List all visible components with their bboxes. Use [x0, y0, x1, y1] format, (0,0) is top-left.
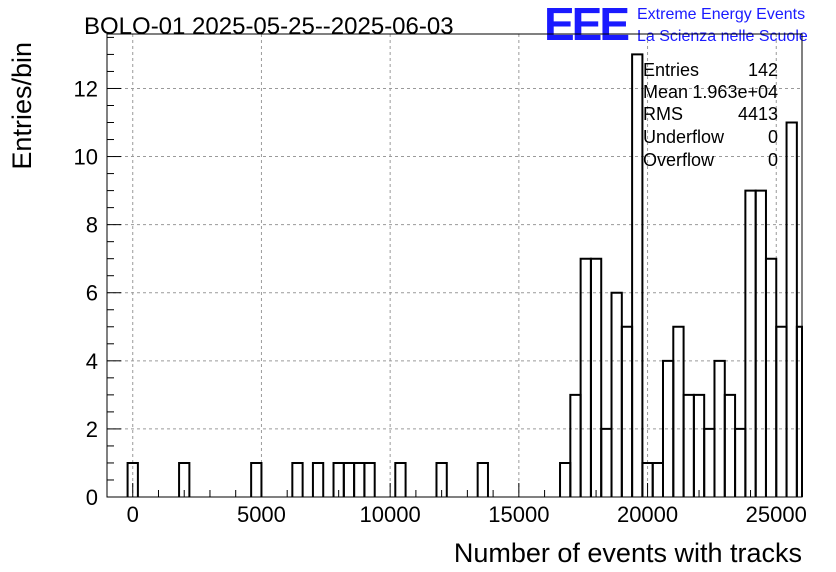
- histogram-bin: [785, 121, 798, 497]
- stats-mean-label: Mean: [643, 82, 688, 102]
- stats-box: Entries 142 Mean 1.963e+04 RMS 4413 Unde…: [643, 60, 778, 170]
- x-tick-label: 10000: [360, 502, 421, 527]
- y-tick-label: 2: [86, 417, 98, 442]
- histogram-bin: [754, 189, 767, 497]
- histogram-bin: [775, 325, 788, 497]
- histogram-bin: [744, 189, 757, 497]
- plot-frame: [106, 33, 803, 498]
- histogram-bin: [795, 325, 803, 497]
- brand-line-2: La Scienza nelle Scuole: [637, 28, 808, 45]
- histogram-bin: [631, 53, 644, 497]
- stats-underflow-label: Underflow: [643, 127, 725, 147]
- stats-overflow-label: Overflow: [643, 150, 715, 170]
- y-tick-label: 10: [74, 145, 98, 170]
- stats-rms-label: RMS: [643, 104, 683, 124]
- grid-lines: [107, 34, 802, 497]
- histogram-bin: [311, 461, 325, 497]
- y-tick-label: 12: [74, 76, 98, 101]
- histogram-bin: [600, 427, 613, 497]
- histogram-bin: [435, 461, 448, 497]
- x-tick-label: 15000: [488, 502, 549, 527]
- histogram-bin: [620, 325, 634, 497]
- histogram-bin: [579, 257, 592, 497]
- histogram-bin: [363, 461, 376, 497]
- histogram-bin: [703, 427, 716, 497]
- histogram-bin: [672, 325, 685, 497]
- histogram-bin: [126, 461, 139, 497]
- histogram-bin: [291, 461, 304, 497]
- y-tick-label: 8: [86, 213, 98, 238]
- histogram-bin: [342, 461, 356, 497]
- y-axis-label: Entries/bin: [7, 42, 37, 170]
- x-tick-label: 0: [127, 502, 139, 527]
- histogram-bin: [692, 393, 706, 497]
- x-axis-label: Number of events with tracks: [454, 538, 802, 568]
- stats-overflow-value: 0: [768, 150, 778, 170]
- stats-rms-value: 4413: [738, 104, 778, 124]
- histogram-bin: [476, 461, 489, 497]
- eee-logo: EEE: [544, 0, 628, 50]
- tick-labels: 0 5000 10000 15000 20000 25000 0 2 4 6 8 10 12: [74, 76, 807, 527]
- histogram-bin: [250, 461, 263, 497]
- y-tick-label: 0: [86, 485, 98, 510]
- histogram-bin: [178, 461, 191, 497]
- histogram-bin: [589, 257, 603, 497]
- y-tick-label: 4: [86, 349, 98, 374]
- histogram-bin: [682, 393, 695, 497]
- histogram-bin: [651, 461, 664, 497]
- histogram-bin: [723, 393, 737, 497]
- histogram-bars: [126, 53, 803, 497]
- chart-title: BOLO-01 2025-05-25--2025-06-03: [84, 13, 454, 40]
- x-tick-label: 25000: [746, 502, 807, 527]
- stats-entries-label: Entries: [643, 60, 699, 80]
- x-tick-label: 5000: [237, 502, 286, 527]
- histogram-bin: [559, 461, 572, 497]
- x-tick-label: 20000: [617, 502, 678, 527]
- histogram-bin: [569, 393, 582, 497]
- stats-mean-value: 1.963e+04: [692, 82, 778, 102]
- histogram-bin: [394, 461, 407, 497]
- histogram-bin: [764, 257, 778, 497]
- axes: [106, 33, 803, 498]
- histogram-bin: [610, 291, 623, 497]
- stats-entries-value: 142: [748, 60, 778, 80]
- brand-line-1: Extreme Energy Events: [637, 6, 805, 23]
- histogram-bin: [353, 461, 366, 497]
- stats-underflow-value: 0: [768, 127, 778, 147]
- histogram-bin: [734, 427, 747, 497]
- y-tick-label: 6: [86, 281, 98, 306]
